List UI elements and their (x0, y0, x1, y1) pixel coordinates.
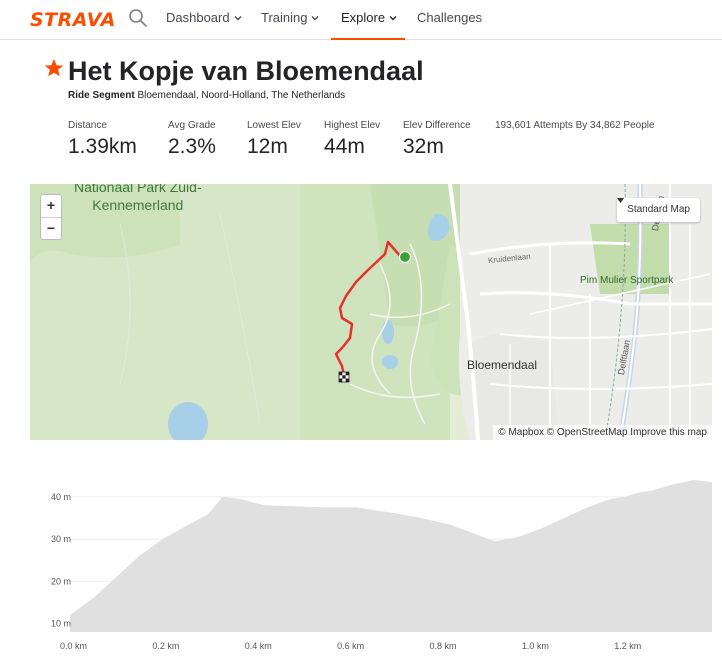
zoom-in-button[interactable]: + (46, 197, 56, 213)
y-tick-label: 20 m (51, 576, 71, 586)
chevron-down-icon (234, 15, 242, 20)
stat-elev-difference: Elev Difference 32m (403, 120, 471, 159)
stat-value: 2.3% (168, 135, 216, 158)
nav-dashboard[interactable]: Dashboard (166, 10, 242, 25)
y-tick-label: 30 m (51, 534, 71, 544)
chevron-down-icon (389, 15, 397, 20)
stat-label: Elev Difference (403, 120, 471, 131)
stat-value: 12m (247, 135, 288, 158)
search-icon[interactable] (128, 8, 148, 28)
stat-value: 44m (324, 135, 365, 158)
top-nav: STRAVA Dashboard Training Explore Challe… (0, 0, 722, 40)
nav-training[interactable]: Training (261, 10, 319, 25)
stat-lowest-elev: Lowest Elev 12m (247, 120, 301, 159)
stat-value: 32m (403, 135, 444, 158)
x-tick-label: 1.2 km (614, 641, 641, 651)
stat-label: Distance (68, 120, 107, 131)
zoom-control: + − (40, 194, 62, 240)
attempts-count: 193,601 Attempts By 34,862 People (495, 120, 655, 131)
map-label-park-line1: Nationaal Park Zuid- (74, 184, 202, 195)
strava-logo[interactable]: STRAVA (30, 9, 116, 31)
zoom-out-button[interactable]: − (41, 217, 61, 239)
segment-subtitle: Ride Segment Bloemendaal, Noord-Holland,… (68, 90, 345, 101)
stat-value: 1.39km (68, 135, 137, 158)
segment-type: Ride Segment (68, 90, 135, 101)
segment-map[interactable]: Nationaal Park Zuid- Kennemerland Kruide… (30, 184, 712, 440)
map-label-park: Nationaal Park Zuid- Kennemerland (74, 184, 202, 214)
nav-dashboard-label: Dashboard (166, 10, 230, 25)
stat-avg-grade: Avg Grade 2.3% (168, 120, 216, 159)
nav-challenges[interactable]: Challenges (417, 10, 482, 25)
x-tick-label: 0.8 km (429, 641, 456, 651)
map-style-dropdown[interactable]: Standard Map (617, 198, 700, 222)
stat-highest-elev: Highest Elev 44m (324, 120, 380, 159)
y-tick-label: 40 m (51, 492, 71, 502)
caret-down-icon (617, 198, 625, 203)
stat-label: Avg Grade (168, 120, 216, 131)
map-attribution[interactable]: © Mapbox © OpenStreetMap Improve this ma… (493, 425, 712, 440)
stat-label: Lowest Elev (247, 120, 301, 131)
x-tick-label: 0.6 km (337, 641, 364, 651)
nav-explore[interactable]: Explore (341, 10, 397, 25)
x-tick-label: 1.0 km (522, 641, 549, 651)
x-tick-label: 0.2 km (152, 641, 179, 651)
nav-explore-label: Explore (341, 10, 386, 25)
star-icon[interactable] (44, 58, 64, 78)
nav-challenges-label: Challenges (417, 10, 483, 25)
nav-training-label: Training (261, 10, 308, 25)
map-label-sportpark: Pim Mulier Sportpark (580, 275, 674, 286)
segment-location: Bloemendaal, Noord-Holland, The Netherla… (137, 90, 346, 101)
map-canvas (30, 184, 712, 440)
x-tick-label: 0.4 km (245, 641, 272, 651)
map-label-town: Bloemendaal (467, 358, 538, 372)
map-label-park-line2: Kennemerland (92, 197, 184, 213)
y-tick-label: 10 m (51, 619, 71, 629)
nav-active-indicator (331, 38, 405, 40)
map-style-label: Standard Map (627, 204, 690, 215)
elevation-chart[interactable]: 10 m 20 m 30 m 40 m 0.0 km 0.2 km 0.4 km 0.6 k… (0, 462, 722, 667)
x-tick-label: 0.0 km (60, 641, 87, 651)
elevation-area (70, 480, 712, 632)
stat-label: Highest Elev (324, 120, 381, 131)
segment-title: Het Kopje van Bloemendaal (68, 56, 424, 86)
chevron-down-icon (311, 15, 319, 20)
stat-distance: Distance 1.39km (68, 120, 137, 159)
